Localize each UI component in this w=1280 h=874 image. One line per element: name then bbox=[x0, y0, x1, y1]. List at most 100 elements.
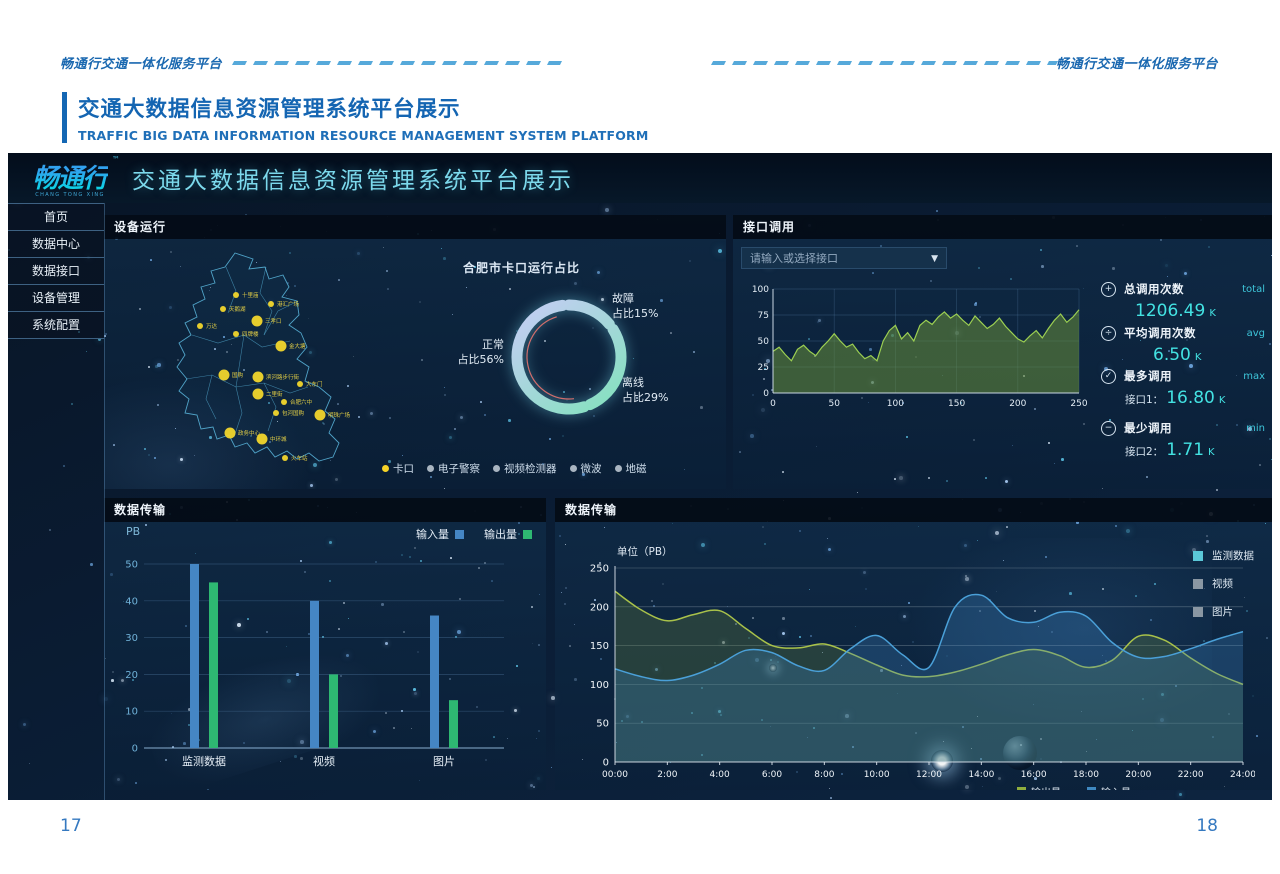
svg-text:25: 25 bbox=[758, 363, 769, 373]
stat-value: 1206.49 bbox=[1135, 301, 1206, 321]
stat-label: 最多调用 bbox=[1124, 369, 1172, 383]
brand-text-right: 畅通行交通一体化服务平台 bbox=[1055, 57, 1218, 72]
legend-item-input[interactable]: 输入量 bbox=[416, 526, 464, 542]
legend-label: 卡口 bbox=[393, 463, 414, 475]
svg-text:图片: 图片 bbox=[433, 755, 455, 768]
sidebar-item-system-config[interactable]: 系统配置 bbox=[8, 312, 104, 339]
map-point: 天鹅湖 bbox=[220, 305, 246, 313]
stat-total-calls: + 总调用次数 total 1206.49 K bbox=[1101, 281, 1269, 321]
svg-text:监测数据: 监测数据 bbox=[182, 754, 226, 768]
svg-text:50: 50 bbox=[596, 719, 609, 730]
legend-item-kakou[interactable]: 卡口 bbox=[382, 461, 414, 476]
line-chart-unit-label: 单位（PB） bbox=[617, 546, 673, 558]
legend-label: 输入量 bbox=[416, 528, 449, 541]
api-select-dropdown[interactable]: 请输入或选择接口 ▼ bbox=[741, 247, 947, 269]
stat-tag: total bbox=[1242, 283, 1265, 295]
donut-label-normal: 正常 占比56% bbox=[412, 337, 504, 367]
legend-item-image[interactable]: 图片 bbox=[1193, 604, 1254, 619]
page-number-right: 18 bbox=[1196, 816, 1218, 836]
stat-unit: K bbox=[1209, 308, 1216, 319]
page-number-left: 17 bbox=[60, 816, 82, 836]
svg-text:0: 0 bbox=[603, 758, 609, 769]
legend-item-video[interactable]: 视频 bbox=[1193, 576, 1254, 591]
svg-text:0: 0 bbox=[770, 399, 776, 409]
donut-label-fault-pct: 占比15% bbox=[612, 307, 659, 320]
panel-device-running: 设备运行 十里庙 港汇广场 天鹅湖 万达 三孝口 四牌楼 金大塘 国购 滨河路步行街 大东门 二里街… bbox=[104, 215, 726, 489]
stat-max-calls: ✓ 最多调用 max 接口1： 16.80 K bbox=[1101, 368, 1269, 408]
svg-text:国购: 国购 bbox=[232, 371, 244, 379]
svg-text:200: 200 bbox=[590, 602, 609, 613]
data-transfer-line-chart: 0 50 100 150 200 250 00:00 2:00 4:00 6:00 8:00 10:0… bbox=[590, 564, 1255, 781]
legend-dot bbox=[569, 465, 577, 472]
stat-avg-calls: ÷ 平均调用次数 avg 6.50 K bbox=[1101, 325, 1269, 365]
map-point: 政务中心 bbox=[224, 427, 261, 439]
svg-text:10:00: 10:00 bbox=[864, 770, 890, 780]
stat-label: 总调用次数 bbox=[1124, 282, 1184, 296]
svg-text:政务中心: 政务中心 bbox=[238, 429, 261, 437]
map-point: 国购 bbox=[218, 369, 244, 381]
legend-swatch bbox=[1017, 787, 1026, 790]
panel-line-title: 数据传输 bbox=[555, 498, 1272, 522]
legend-dot bbox=[614, 465, 622, 472]
svg-text:24:00: 24:00 bbox=[1230, 770, 1255, 780]
legend-swatch bbox=[1193, 606, 1203, 617]
map-point: 中环城 bbox=[256, 433, 287, 445]
svg-text:150: 150 bbox=[948, 399, 965, 409]
panel-bar-title: 数据传输 bbox=[104, 498, 546, 522]
svg-text:十里庙: 十里庙 bbox=[242, 291, 259, 299]
dashboard-title: 交通大数据信息资源管理系统平台展示 bbox=[132, 168, 574, 194]
legend-swatch bbox=[1087, 787, 1096, 790]
svg-text:4:00: 4:00 bbox=[710, 770, 730, 780]
svg-text:100: 100 bbox=[752, 285, 769, 295]
legend-dot bbox=[382, 465, 389, 472]
svg-text:50: 50 bbox=[758, 337, 770, 347]
donut-label-normal-pct: 占比56% bbox=[457, 353, 504, 366]
bar-chart-legend: 输入量 输出量 bbox=[416, 526, 532, 542]
svg-text:包河国购: 包河国购 bbox=[282, 409, 305, 417]
sidebar-item-data-api[interactable]: 数据接口 bbox=[8, 258, 104, 285]
svg-text:14:00: 14:00 bbox=[968, 770, 994, 780]
legend-item-geomagnetic[interactable]: 地磁 bbox=[614, 461, 647, 476]
svg-text:2:00: 2:00 bbox=[657, 770, 677, 780]
svg-text:30: 30 bbox=[125, 633, 138, 644]
svg-text:四牌楼: 四牌楼 bbox=[242, 330, 259, 338]
map-point: 明珠广场 bbox=[314, 409, 351, 421]
svg-text:250: 250 bbox=[590, 564, 609, 575]
donut-label-offline: 离线 占比29% bbox=[622, 375, 668, 405]
map-point: 万达 bbox=[197, 322, 218, 330]
trademark-mark: ™ bbox=[112, 155, 120, 164]
map-point: 四牌楼 bbox=[233, 330, 259, 338]
legend-item-microwave[interactable]: 微波 bbox=[569, 461, 602, 476]
legend-item-monitor-data[interactable]: 监测数据 bbox=[1193, 548, 1254, 563]
stat-tag: max bbox=[1243, 370, 1265, 382]
panel-device-title: 设备运行 bbox=[104, 215, 726, 239]
svg-text:0: 0 bbox=[132, 744, 138, 755]
sidebar-item-home[interactable]: 首页 bbox=[8, 203, 104, 231]
stat-min-calls: − 最少调用 min 接口2： 1.71 K bbox=[1101, 420, 1269, 460]
legend-item-epolice[interactable]: 电子警察 bbox=[427, 461, 480, 476]
map-point: 金大塘 bbox=[275, 340, 306, 352]
legend-label: 地磁 bbox=[625, 463, 647, 475]
sidebar-item-device-mgmt[interactable]: 设备管理 bbox=[8, 285, 104, 312]
svg-text:天鹅湖: 天鹅湖 bbox=[229, 305, 246, 313]
svg-text:三孝口: 三孝口 bbox=[265, 318, 282, 325]
legend-item-input-bottom[interactable]: 输入量 bbox=[1087, 784, 1131, 790]
panel-data-transfer-bar: 数据传输 PB 输入量 输出量 0 10 20 30 40 50 监测数据 视频 图片 bbox=[104, 498, 546, 790]
legend-label: 图片 bbox=[1212, 606, 1233, 618]
device-type-legend: 卡口 电子警察 视频检测器 微波 地磁 bbox=[382, 461, 647, 476]
legend-label: 输入量 bbox=[1101, 784, 1131, 790]
legend-item-output[interactable]: 输出量 bbox=[484, 526, 532, 542]
legend-item-output-bottom[interactable]: 输出量 bbox=[1017, 784, 1061, 790]
svg-text:100: 100 bbox=[887, 399, 904, 409]
svg-text:12:00: 12:00 bbox=[916, 770, 942, 780]
legend-label: 电子警察 bbox=[438, 463, 480, 475]
stat-unit: K bbox=[1194, 352, 1202, 363]
sidebar-item-data-center[interactable]: 数据中心 bbox=[8, 231, 104, 258]
legend-item-video-detector[interactable]: 视频检测器 bbox=[493, 461, 557, 476]
svg-text:二里街: 二里街 bbox=[266, 390, 283, 398]
legend-swatch bbox=[455, 529, 464, 539]
svg-text:视频: 视频 bbox=[313, 754, 335, 768]
map-point: 包河国购 bbox=[273, 409, 305, 417]
api-select-placeholder: 请输入或选择接口 bbox=[750, 252, 838, 265]
donut-label-offline-pct: 占比29% bbox=[622, 391, 669, 404]
